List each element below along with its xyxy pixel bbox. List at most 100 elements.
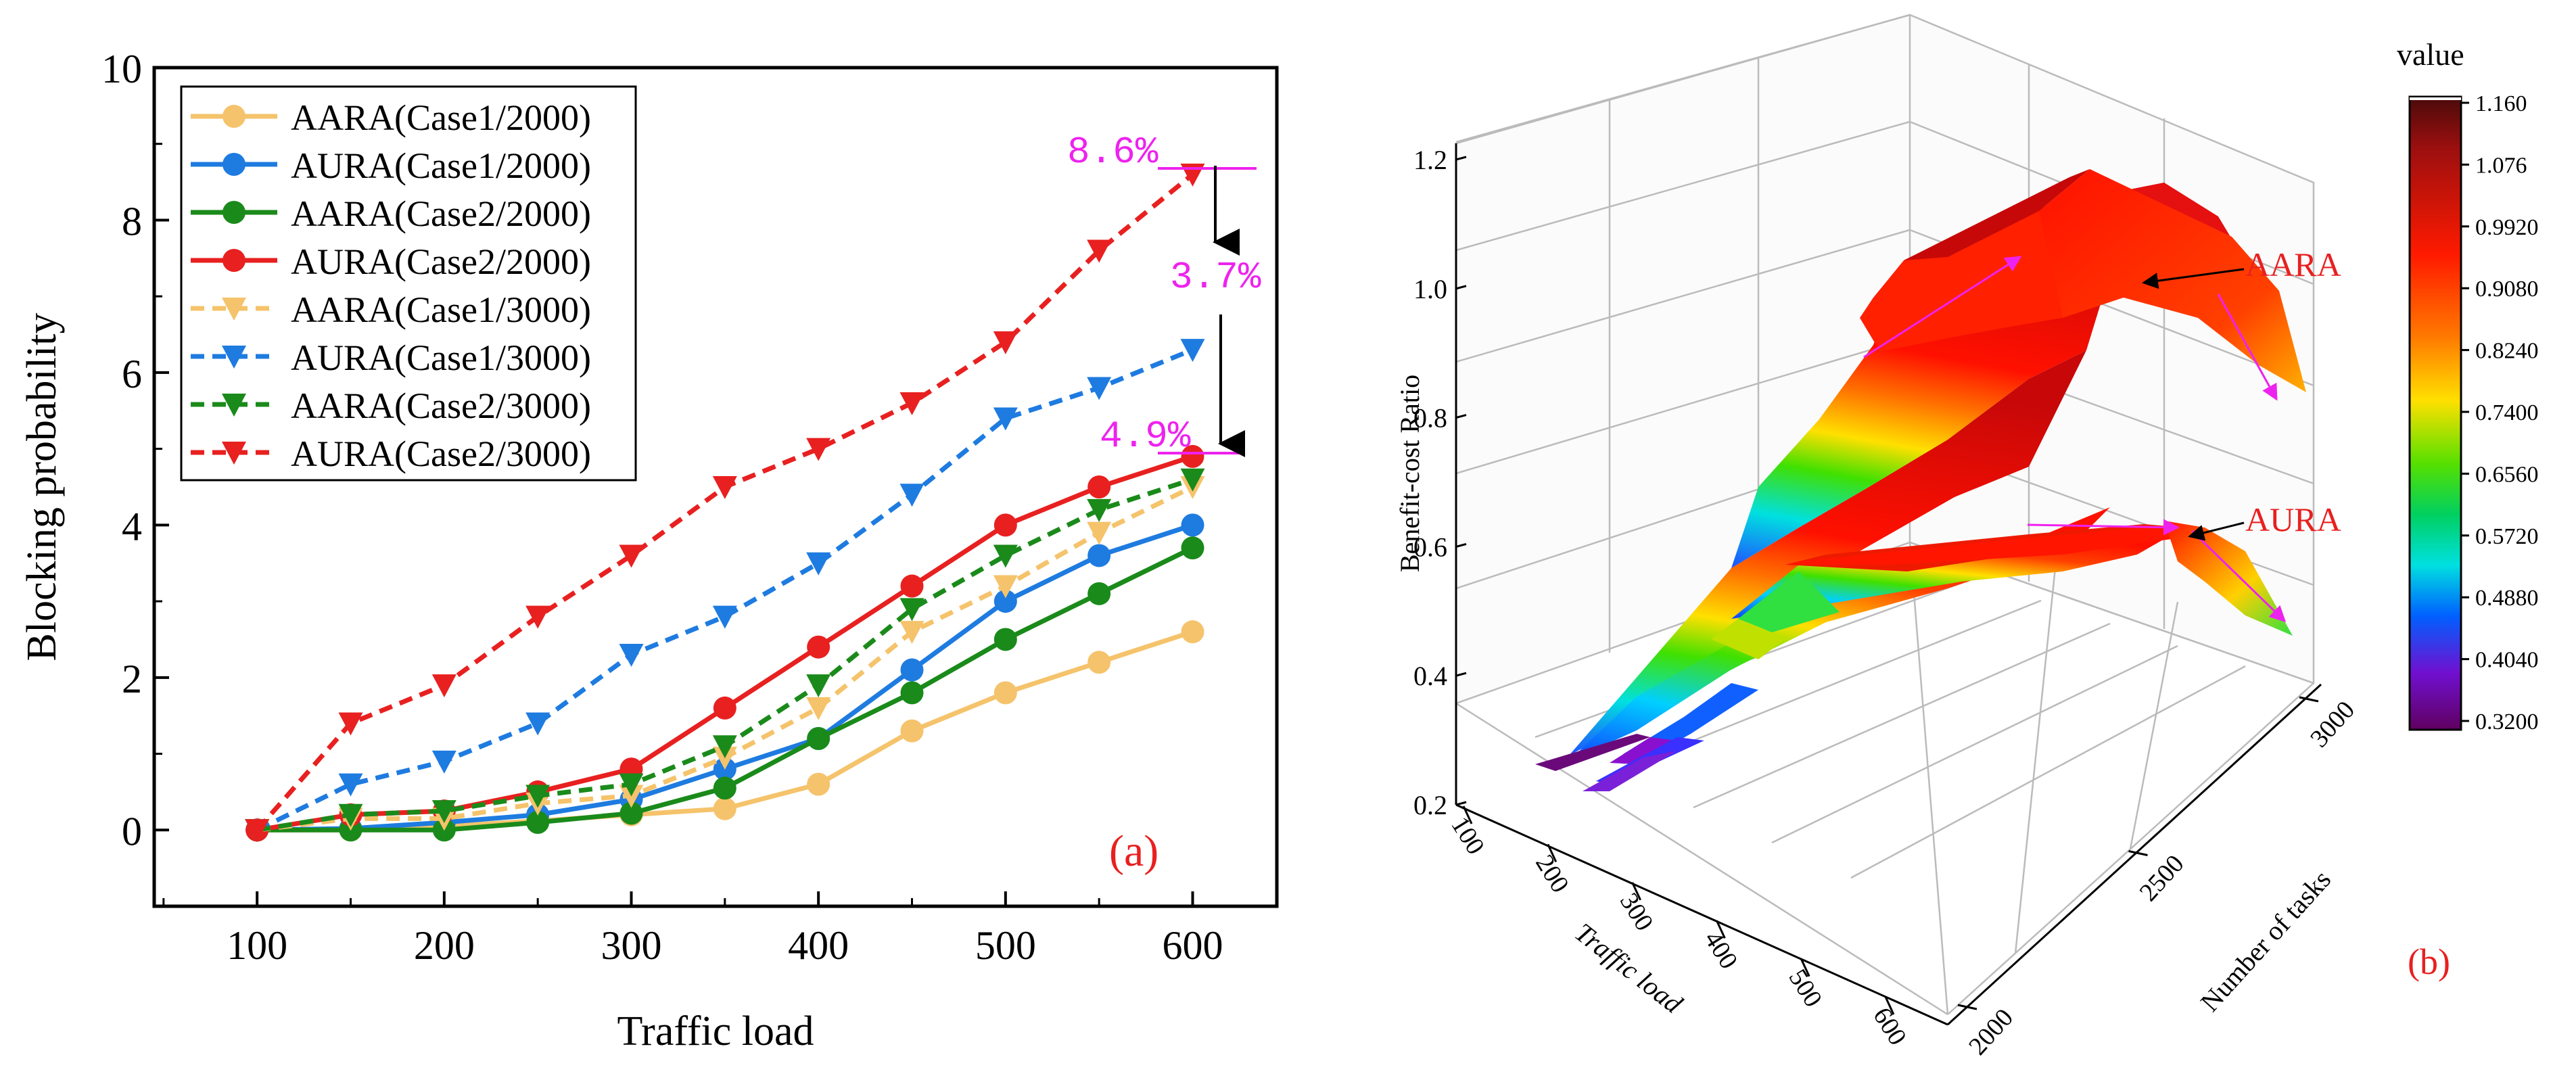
colorbar-tick-label: 0.9080 [2475, 277, 2539, 302]
y-tick-label: 4 [122, 504, 142, 548]
aura-surface [1535, 507, 2293, 791]
series-line [256, 347, 1194, 833]
traffic-tick-mark [1800, 958, 1810, 977]
aura-label: AURA [2245, 500, 2341, 538]
x-tick-label: 300 [601, 923, 662, 968]
colorbar-gradient [2408, 95, 2462, 731]
colorbar-tick-label: 1.160 [2475, 91, 2527, 116]
x-tick-label: 400 [788, 923, 849, 968]
series-aura-case2-3000 [245, 163, 1205, 843]
legend-box [180, 85, 637, 482]
colorbar-tick-label: 0.4880 [2475, 586, 2539, 611]
tasks-tick-mark [2128, 850, 2148, 856]
colorbar-tick-label: 0.8240 [2475, 339, 2539, 364]
data-point [993, 331, 1018, 354]
data-point [526, 811, 550, 834]
traffic-load-ticks: 100 200 300 400 500 600 [1445, 805, 1912, 1050]
data-point [712, 735, 737, 759]
data-point [806, 697, 831, 720]
z-tick-mark [1455, 542, 1467, 548]
data-point [807, 635, 830, 659]
y-tick-label: 0 [122, 809, 142, 853]
z-tick-label: 1.2 [1413, 145, 1447, 175]
colorbar-tick-label: 0.6560 [2475, 462, 2539, 487]
z-tick-mark [1455, 156, 1467, 161]
y-axis-title: Blocking probability [19, 313, 65, 661]
legend-entry-aara-case2-3000: AARA(Case2/3000) [191, 385, 591, 426]
data-point [1181, 513, 1204, 537]
tasks-tick-label: 2000 [1963, 1004, 2019, 1061]
data-point [525, 712, 551, 736]
legend-marker [223, 105, 245, 128]
z-tick-label: 0.4 [1413, 661, 1447, 691]
traffic-tick-mark [1631, 882, 1641, 901]
annotation-4-9: 4.9% [1100, 415, 1191, 458]
tasks-tick-label: 2500 [2134, 849, 2190, 907]
legend-marker [222, 394, 246, 417]
data-point [993, 544, 1018, 568]
data-point [245, 819, 270, 843]
z-tick-label: 1.0 [1413, 274, 1447, 304]
data-point [1180, 163, 1205, 187]
tasks-axis-title: Number of tasks [2195, 864, 2337, 1018]
traffic-tick-mark [1884, 996, 1895, 1015]
x-axis-title: Traffic load [617, 1008, 814, 1054]
z-tick-mark [1455, 801, 1467, 806]
data-point [993, 590, 1017, 613]
legend-entry-aara-case1-3000: AARA(Case1/3000) [191, 289, 591, 330]
data-point [1087, 544, 1111, 567]
data-point [1087, 239, 1112, 263]
data-point [431, 750, 456, 774]
data-point [807, 727, 830, 750]
data-point [338, 712, 363, 736]
x-tick-label: 600 [1163, 923, 1223, 968]
traffic-tick-label: 500 [1783, 964, 1827, 1012]
z-axis-ticks: 0.2 0.4 0.6 0.8 1.0 1.2 [1413, 145, 1467, 820]
panel-a-label: (a) [1109, 826, 1158, 876]
data-point [1181, 444, 1204, 468]
data-point [1087, 498, 1112, 522]
y-tick-label: 6 [122, 352, 142, 396]
data-point [1181, 536, 1204, 560]
tasks-tick-label: 3000 [2305, 696, 2360, 753]
data-point [525, 785, 551, 808]
series-aara-case2-2000 [245, 536, 1204, 842]
z-axis-title: Benefit-cost Ratio [1395, 375, 1425, 572]
colorbar-ticks: 1.160 1.076 0.9920 0.9080 0.8240 0.7400 0.6560… [2461, 91, 2539, 734]
series-aara-case1-2000 [245, 620, 1204, 842]
data-point [1180, 468, 1205, 492]
legend-marker [223, 201, 245, 224]
panel-b-label: (b) [2408, 941, 2450, 982]
x-axis-ticks: 100 200 300 400 500 600 [162, 891, 1223, 968]
y-axis-ticks: 0 2 4 6 8 10 [101, 47, 169, 908]
data-point [807, 772, 830, 796]
z-tick-mark [1455, 414, 1467, 419]
data-point [900, 719, 924, 743]
legend-label: AARA(Case1/2000) [291, 97, 591, 138]
data-point [806, 438, 831, 461]
tasks-tick-mark [1957, 1004, 1977, 1010]
traffic-tick-label: 400 [1699, 927, 1743, 975]
traffic-load-axis-title: Traffic load [1569, 917, 1688, 1020]
legend-label: AURA(Case1/3000) [291, 337, 591, 378]
y-tick-label: 10 [101, 47, 142, 91]
traffic-tick-label: 100 [1445, 812, 1490, 860]
colorbar-tick-label: 1.076 [2475, 153, 2527, 178]
traffic-tick-mark [1716, 920, 1726, 939]
colorbar-title: value [2397, 37, 2464, 72]
colorbar-tick-label: 0.5720 [2475, 524, 2539, 549]
data-point [806, 552, 831, 576]
z-tick-mark [1455, 672, 1467, 677]
legend-label: AARA(Case1/3000) [291, 289, 591, 330]
x-tick-label: 100 [227, 923, 287, 968]
surface-annotations: AARA AURA [1863, 245, 2341, 623]
data-point [993, 575, 1018, 599]
annotations: 8.6% 3.7% 4.9% [1067, 131, 1261, 458]
z-tick-mark [1455, 285, 1467, 290]
data-point [713, 696, 736, 720]
data-point [431, 800, 456, 824]
legend-entry-aara-case1-2000: AARA(Case1/2000) [191, 97, 591, 138]
traffic-tick-label: 300 [1614, 888, 1659, 936]
colorbar-tick-label: 0.3200 [2475, 709, 2539, 734]
